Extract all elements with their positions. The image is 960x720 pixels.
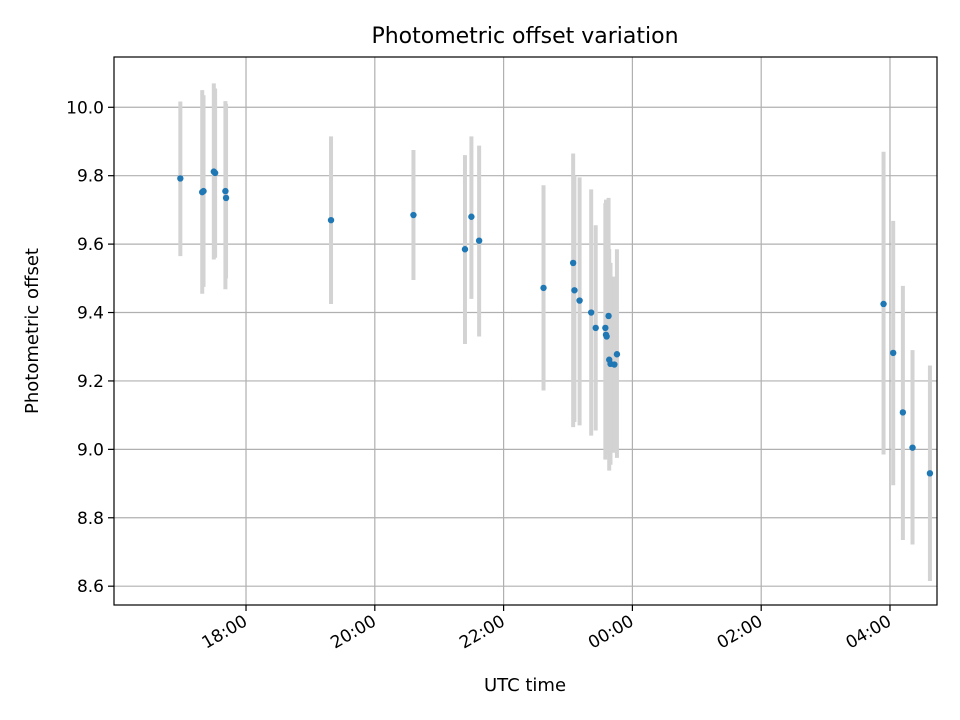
data-point xyxy=(200,187,207,195)
data-point xyxy=(603,333,610,340)
data-point xyxy=(468,213,475,220)
y-tick-label: 9.0 xyxy=(77,440,104,460)
y-tick-label: 9.4 xyxy=(77,304,104,324)
data-point xyxy=(602,324,609,332)
data-point xyxy=(576,297,583,304)
y-axis-label: Photometric offset xyxy=(22,248,43,414)
data-point xyxy=(926,470,934,477)
data-point xyxy=(899,409,907,416)
data-point xyxy=(613,351,621,358)
grid xyxy=(114,57,937,605)
y-tick-label: 8.6 xyxy=(77,577,104,597)
data-point xyxy=(222,187,229,195)
data-point xyxy=(410,211,417,219)
data-point xyxy=(540,284,547,292)
data-point xyxy=(890,349,897,357)
data-point xyxy=(569,259,577,267)
y-tick-label: 9.2 xyxy=(77,372,104,392)
y-tick-label: 9.8 xyxy=(77,167,104,187)
data-point xyxy=(222,194,230,202)
data-point xyxy=(605,312,612,320)
data-point xyxy=(475,237,483,244)
y-axis-ticks: 8.6 8.8 9.0 9.2 9.4 9.6 9.8 10.0 xyxy=(66,98,114,597)
x-axis-label: UTC time xyxy=(484,675,566,696)
data-point xyxy=(461,246,469,253)
y-tick-label: 9.6 xyxy=(77,235,104,255)
data-points xyxy=(177,168,934,477)
plot-frame xyxy=(113,56,938,606)
data-point xyxy=(571,287,578,294)
data-point xyxy=(880,300,887,308)
data-point xyxy=(611,361,618,368)
chart-title: Photometric offset variation xyxy=(371,24,678,49)
y-tick-label: 8.8 xyxy=(77,509,104,529)
y-tick-label: 10.0 xyxy=(66,98,104,118)
data-point xyxy=(327,216,335,224)
data-point xyxy=(909,444,916,451)
data-point xyxy=(211,169,219,177)
data-point xyxy=(177,175,184,182)
data-point xyxy=(592,324,599,332)
data-point xyxy=(587,309,595,316)
